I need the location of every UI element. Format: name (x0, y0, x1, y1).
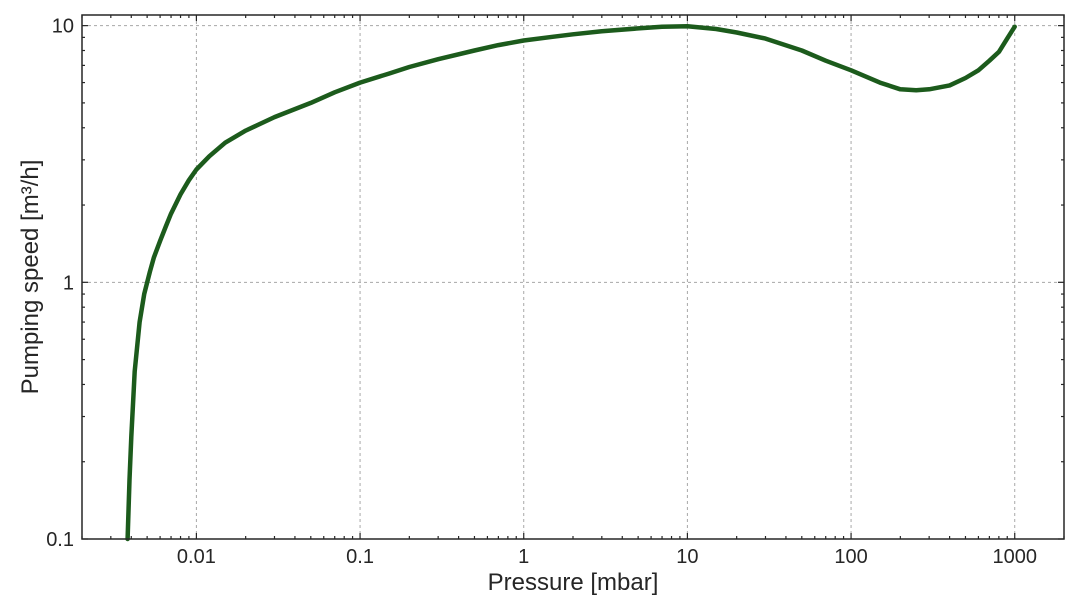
grid-lines (82, 15, 1064, 540)
y-axis-label: Pumping speed [m³/h] (17, 160, 44, 395)
x-tick-labels: 0.01 0.1 1 10 100 1000 (177, 546, 1037, 568)
y-tick-label: 0.1 (46, 529, 74, 551)
y-tick-label: 10 (52, 16, 74, 38)
x-tick-label: 10 (676, 546, 698, 568)
x-tick-label: 1000 (992, 546, 1037, 568)
x-tick-label: 0.01 (177, 546, 216, 568)
axis-ticks (81, 15, 1065, 540)
x-axis-label: Pressure [mbar] (488, 569, 659, 596)
series-layer (125, 23, 1017, 542)
y-tick-label: 1 (63, 272, 74, 294)
x-tick-label: 1 (518, 546, 529, 568)
pumping-speed-curve (125, 23, 1017, 542)
x-tick-label: 100 (834, 546, 867, 568)
plot-frame (81, 14, 1065, 540)
x-tick-label: 0.1 (346, 546, 374, 568)
y-tick-labels: 0.1 1 10 (46, 16, 74, 551)
